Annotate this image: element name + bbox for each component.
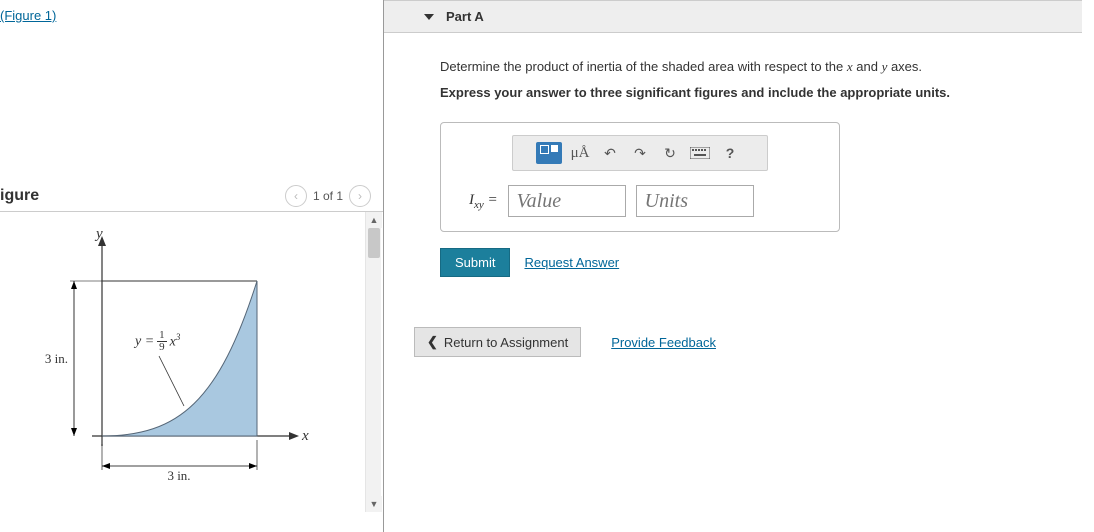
answer-box: μÅ ↶ ↷ ↻ ? Ixy = (440, 122, 840, 232)
figure-viewport: y x 3 in. (0, 212, 383, 512)
figure-next-button[interactable]: › (349, 185, 371, 207)
undo-button[interactable]: ↶ (595, 140, 625, 166)
templates-icon (536, 142, 562, 164)
scroll-thumb[interactable] (368, 228, 380, 258)
keyboard-icon (690, 147, 710, 159)
part-title: Part A (446, 9, 484, 24)
figure-scrollbar[interactable]: ▲ ▼ (365, 212, 381, 512)
collapse-caret-icon[interactable] (424, 14, 434, 20)
return-label: Return to Assignment (444, 335, 568, 350)
answer-row: Ixy = (455, 185, 825, 217)
scroll-down-icon[interactable]: ▼ (366, 496, 382, 512)
keyboard-button[interactable] (685, 140, 715, 166)
answer-toolbar: μÅ ↶ ↷ ↻ ? (512, 135, 768, 171)
value-input[interactable] (508, 185, 626, 217)
figure-link-row: (Figure 1) (0, 0, 383, 31)
y-axis-label: y (94, 226, 103, 242)
return-row: ❮ Return to Assignment Provide Feedback (384, 327, 1082, 357)
symbols-button[interactable]: μÅ (565, 140, 595, 166)
figure-panel: (Figure 1) igure ‹ 1 of 1 › y x (0, 0, 384, 532)
reset-button[interactable]: ↻ (655, 140, 685, 166)
part-header[interactable]: Part A (384, 0, 1082, 33)
question-text: Determine the product of inertia of the … (440, 57, 1052, 77)
redo-button[interactable]: ↷ (625, 140, 655, 166)
variable-label: Ixy = (469, 192, 498, 211)
figure-header: igure ‹ 1 of 1 › (0, 181, 383, 212)
submit-button[interactable]: Submit (440, 248, 510, 277)
figure-title: igure (0, 181, 39, 211)
width-dim-label: 3 in. (167, 468, 190, 483)
help-button[interactable]: ? (715, 140, 745, 166)
chevron-left-icon: ❮ (427, 334, 438, 350)
figure-nav-text: 1 of 1 (307, 189, 349, 203)
question-panel: Part A Determine the product of inertia … (384, 0, 1094, 532)
figure-prev-button[interactable]: ‹ (285, 185, 307, 207)
scroll-up-icon[interactable]: ▲ (366, 212, 382, 228)
submit-row: Submit Request Answer (440, 248, 1052, 277)
figure-nav: ‹ 1 of 1 › (285, 185, 371, 207)
curve-equation-label: y = 1 9 x3 (135, 330, 180, 353)
return-button[interactable]: ❮ Return to Assignment (414, 327, 581, 357)
units-input[interactable] (636, 185, 754, 217)
figure-link[interactable]: (Figure 1) (0, 8, 56, 23)
x-axis-label: x (301, 428, 309, 444)
provide-feedback-link[interactable]: Provide Feedback (611, 335, 716, 350)
request-answer-link[interactable]: Request Answer (524, 255, 619, 270)
templates-button[interactable] (535, 140, 565, 166)
diagram: y x 3 in. (24, 226, 324, 506)
question-instruction: Express your answer to three significant… (440, 83, 1052, 103)
height-dim-label: 3 in. (45, 351, 68, 366)
